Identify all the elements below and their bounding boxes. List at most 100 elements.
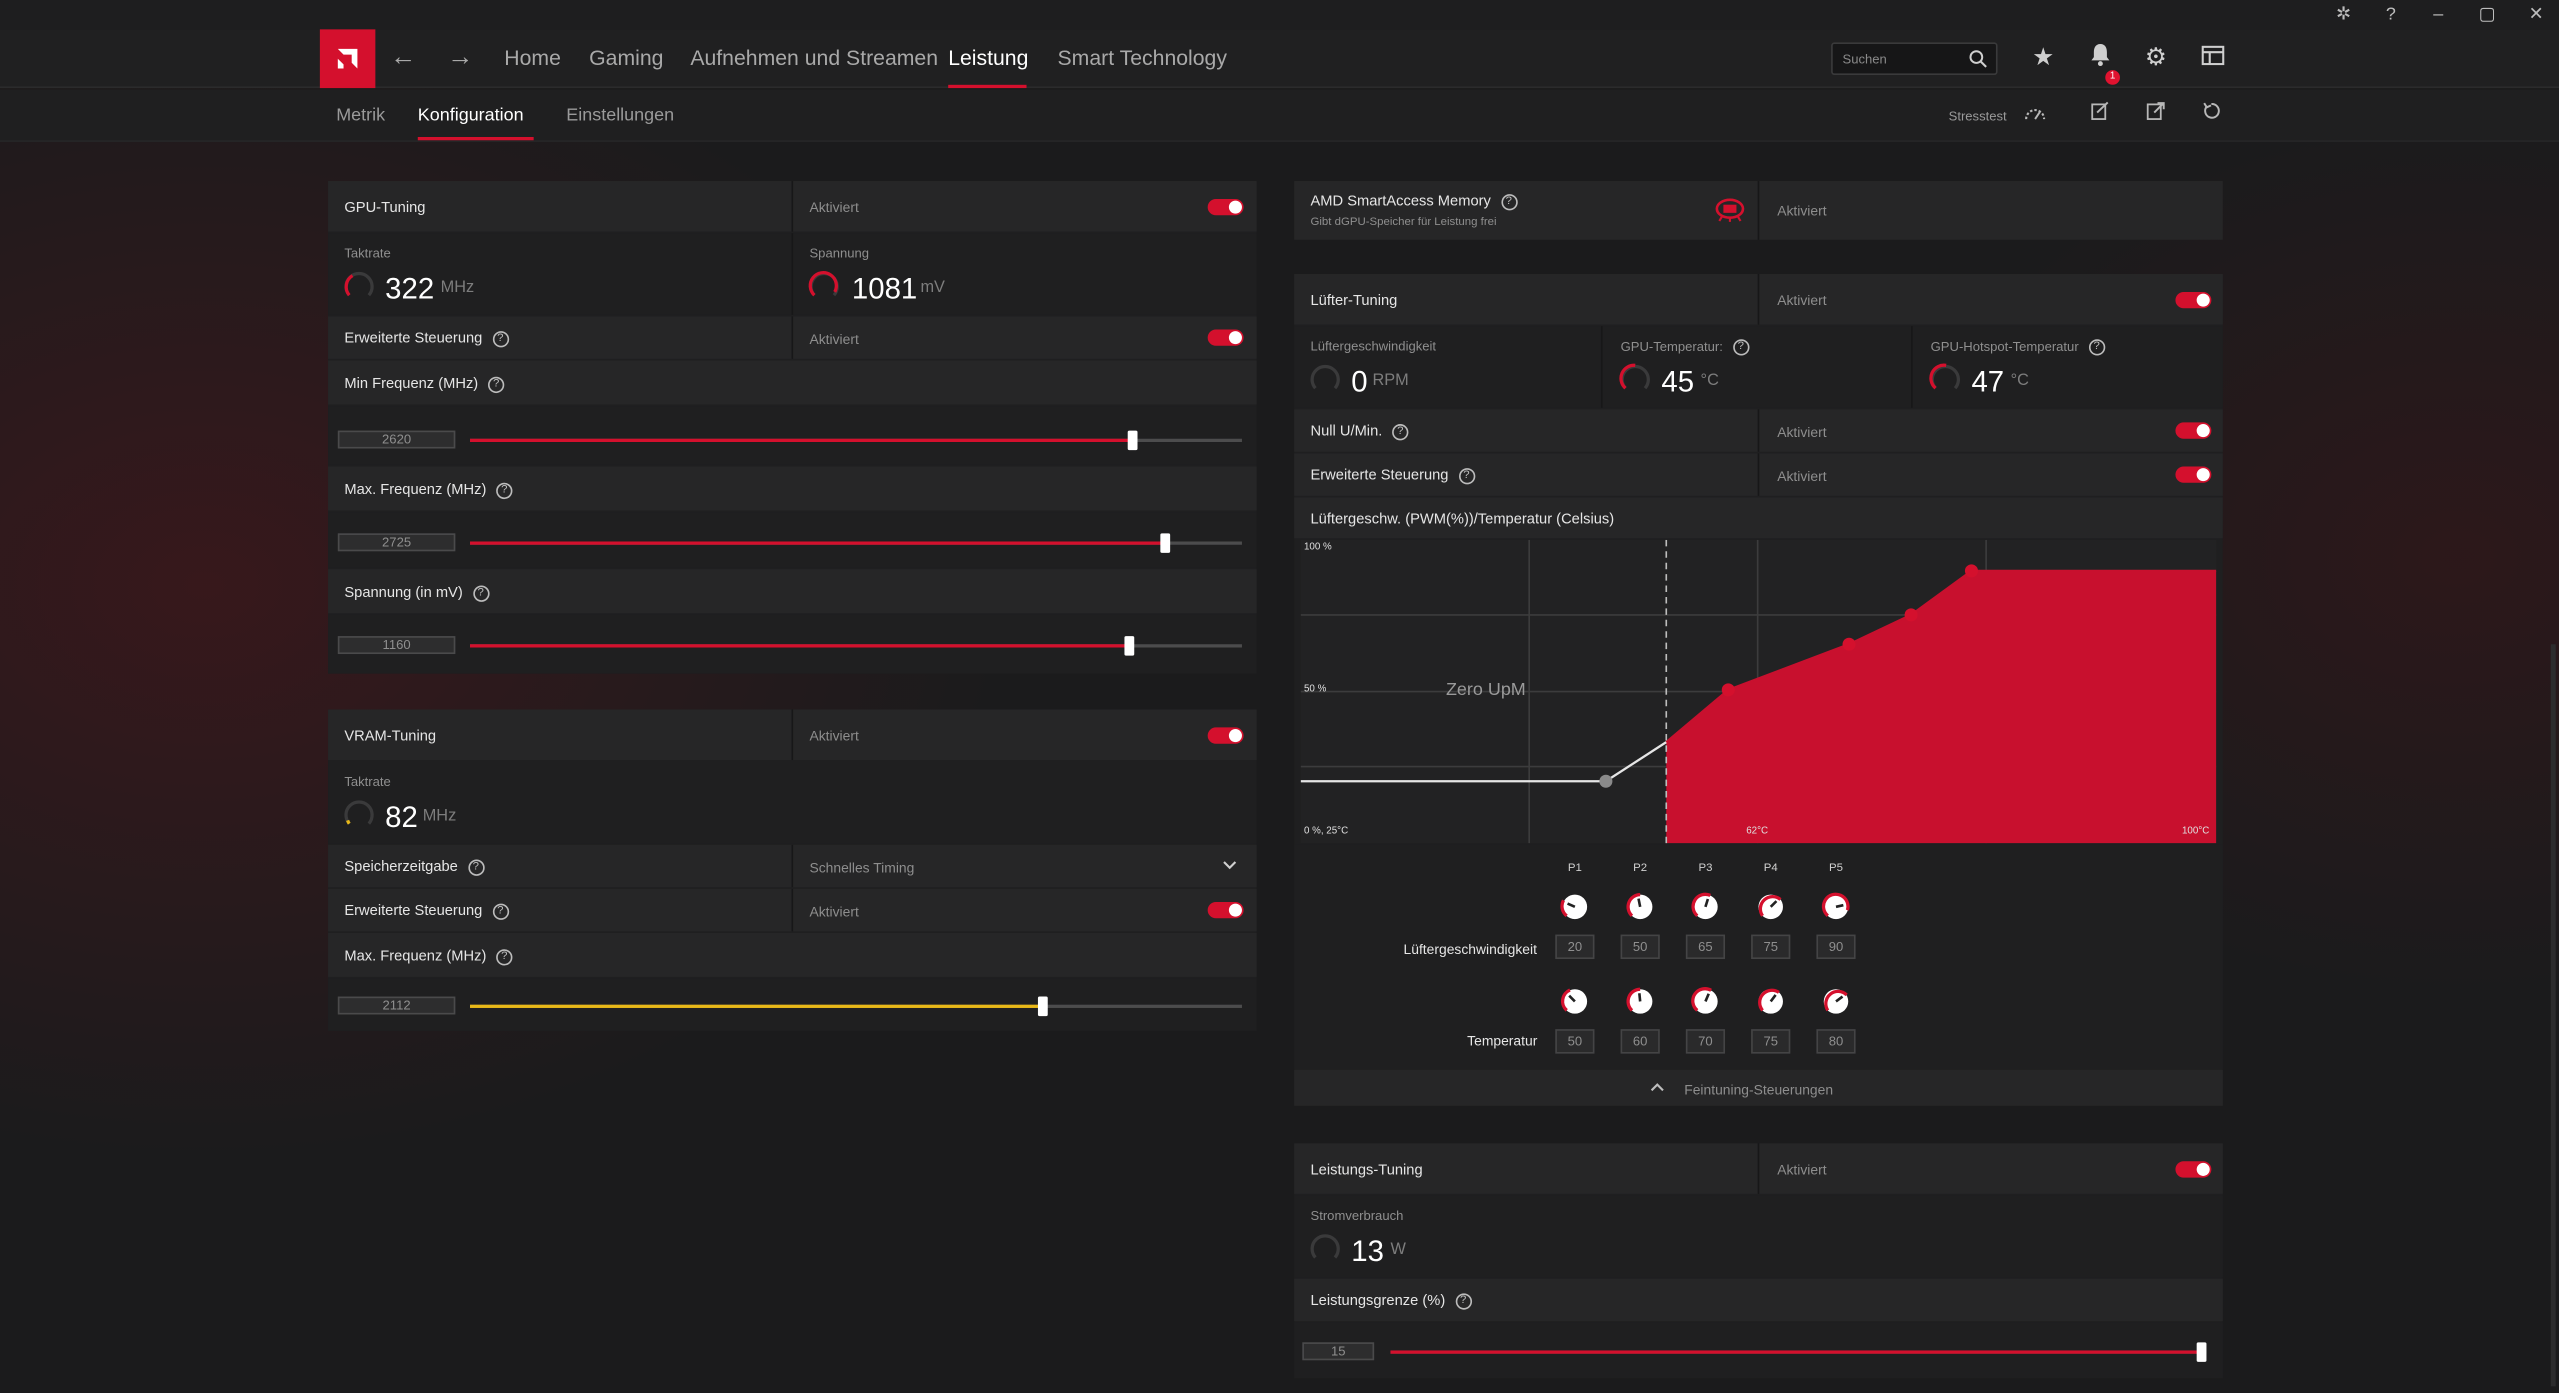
search-box[interactable] — [1831, 42, 1998, 76]
point-header-p4: P4 — [1763, 862, 1778, 875]
curve-point-p1[interactable] — [1721, 683, 1735, 697]
vram-max-freq-slider[interactable] — [470, 996, 1242, 1017]
help-icon[interactable]: ? — [1732, 339, 1749, 356]
chevron-down-icon[interactable] — [1222, 860, 1237, 871]
slider-thumb[interactable] — [1037, 996, 1048, 1017]
temp-row-label: Temperatur — [1467, 1032, 1538, 1049]
min-freq-slider[interactable] — [470, 430, 1242, 451]
max-freq-input[interactable]: 2725 — [337, 533, 456, 552]
vram-max-freq-input[interactable]: 2112 — [337, 996, 456, 1015]
nav-performance[interactable]: Leistung — [948, 45, 1029, 71]
reset-icon[interactable] — [2198, 101, 2224, 127]
gear-icon[interactable]: ⚙ — [2144, 44, 2167, 72]
vram-tuning-toggle[interactable] — [1207, 727, 1244, 744]
gpu-tuning-toggle[interactable] — [1207, 198, 1244, 216]
finetune-label[interactable]: Feintuning-Steuerungen — [1684, 1081, 1834, 1098]
speed-value-p3[interactable]: 65 — [1685, 934, 1726, 960]
speed-value-p2[interactable]: 50 — [1620, 934, 1660, 960]
chevron-up-icon[interactable] — [1650, 1081, 1665, 1092]
temp-value-p4[interactable]: 75 — [1751, 1029, 1791, 1054]
minimize-icon[interactable]: – — [2433, 4, 2444, 25]
help-icon[interactable]: ? — [1455, 1292, 1472, 1310]
slider-thumb[interactable] — [1160, 533, 1171, 553]
temp-value-p5[interactable]: 80 — [1816, 1029, 1856, 1054]
close-icon[interactable]: ✕ — [2528, 4, 2544, 25]
bell-icon[interactable] — [2084, 42, 2117, 75]
help-icon[interactable]: ? — [492, 902, 509, 920]
curve-point-p3[interactable] — [1904, 608, 1918, 622]
help-icon[interactable]: ? — [1458, 467, 1475, 484]
help-icon[interactable]: ? — [1392, 423, 1409, 440]
temp-knob-p4[interactable] — [1756, 987, 1785, 1016]
amd-logo[interactable] — [319, 29, 376, 89]
power-limit-input[interactable]: 15 — [1302, 1342, 1375, 1361]
min-freq-input[interactable]: 2620 — [337, 430, 456, 449]
temp-knob-p5[interactable] — [1821, 987, 1850, 1016]
bug-report-icon[interactable]: ✲ — [2336, 4, 2352, 25]
help-icon[interactable]: ? — [487, 376, 505, 393]
help-icon[interactable]: ? — [496, 482, 513, 499]
tab-settings[interactable]: Einstellungen — [566, 106, 675, 126]
finetune-toggle-row[interactable]: Feintuning-Steuerungen — [1294, 1069, 2223, 1106]
nav-gaming[interactable]: Gaming — [589, 45, 664, 71]
layout-icon[interactable] — [2197, 42, 2230, 75]
curve-point-p4[interactable] — [1964, 564, 1978, 578]
memory-timing-select[interactable]: Schnelles Timing — [809, 859, 915, 876]
help-icon[interactable]: ? — [1500, 193, 1517, 210]
power-limit-slider[interactable] — [1390, 1342, 2207, 1362]
stresstest-label[interactable]: Stresstest — [1948, 109, 2007, 124]
search-icon[interactable] — [1968, 49, 1988, 69]
speed-knob-p4[interactable] — [1756, 892, 1785, 921]
tab-metrics[interactable]: Metrik — [336, 106, 386, 126]
star-icon[interactable]: ★ — [2032, 44, 2055, 72]
help-icon[interactable]: ? — [2385, 4, 2396, 25]
help-icon[interactable]: ? — [472, 584, 489, 602]
speed-value-p1[interactable]: 20 — [1555, 934, 1595, 960]
voltage-mv-input[interactable]: 1160 — [337, 636, 456, 655]
speed-knob-p2[interactable] — [1625, 892, 1654, 921]
temp-knob-p3[interactable] — [1691, 987, 1720, 1016]
scrollbar[interactable] — [2550, 644, 2556, 1387]
temp-knob-p1[interactable] — [1560, 987, 1589, 1016]
slider-thumb[interactable] — [2196, 1342, 2207, 1362]
power-tuning-toggle[interactable] — [2175, 1161, 2212, 1178]
help-icon[interactable]: ? — [467, 858, 484, 876]
nav-smart-technology[interactable]: Smart Technology — [1057, 45, 1227, 71]
speed-knob-p1[interactable] — [1560, 892, 1589, 921]
tab-configuration[interactable]: Konfiguration — [417, 106, 524, 126]
temp-knob-p2[interactable] — [1625, 987, 1654, 1016]
vram-advanced-toggle[interactable] — [1207, 901, 1244, 919]
help-icon[interactable]: ? — [2088, 339, 2105, 356]
max-freq-slider[interactable] — [470, 533, 1242, 553]
maximize-icon[interactable]: ▢ — [2478, 4, 2496, 25]
back-arrow-icon[interactable]: ← — [390, 44, 417, 72]
nav-home[interactable]: Home — [504, 45, 561, 71]
zero-rpm-point[interactable] — [1599, 774, 1613, 788]
gpu-advanced-toggle[interactable] — [1207, 329, 1244, 346]
curve-point-p2[interactable] — [1842, 637, 1856, 651]
speed-value-p4[interactable]: 75 — [1751, 934, 1791, 960]
speed-value-p5[interactable]: 90 — [1816, 934, 1856, 960]
nav-recording-streaming[interactable]: Aufnehmen und Streamen — [690, 45, 939, 71]
help-icon[interactable]: ? — [496, 948, 513, 965]
speed-knob-p3[interactable] — [1691, 892, 1720, 921]
forward-arrow-icon[interactable]: → — [447, 44, 474, 72]
gpu-clock-unit: MHz — [440, 278, 475, 297]
slider-thumb[interactable] — [1127, 430, 1138, 451]
voltage-mv-slider[interactable] — [470, 636, 1242, 656]
fan-tuning-toggle[interactable] — [2175, 291, 2212, 309]
slider-thumb[interactable] — [1124, 636, 1135, 656]
zero-rpm-toggle[interactable] — [2175, 422, 2212, 439]
temp-value-p2[interactable]: 60 — [1620, 1029, 1660, 1054]
stresstest-gauge-icon[interactable] — [2022, 101, 2048, 127]
speed-knob-p5[interactable] — [1821, 892, 1850, 921]
fan-curve-graph[interactable]: 100 % 50 % 0 %, 25°C 62°C 100°C Zero UpM — [1300, 539, 2217, 844]
curve-y-mid-label: 50 % — [1303, 685, 1327, 695]
fan-advanced-toggle[interactable] — [2175, 466, 2212, 483]
edit-export-icon[interactable] — [2087, 101, 2113, 127]
temp-value-p3[interactable]: 70 — [1685, 1029, 1726, 1054]
search-input[interactable] — [1842, 47, 1967, 71]
share-icon[interactable] — [2143, 101, 2169, 127]
temp-value-p1[interactable]: 50 — [1555, 1029, 1595, 1054]
help-icon[interactable]: ? — [492, 330, 509, 347]
